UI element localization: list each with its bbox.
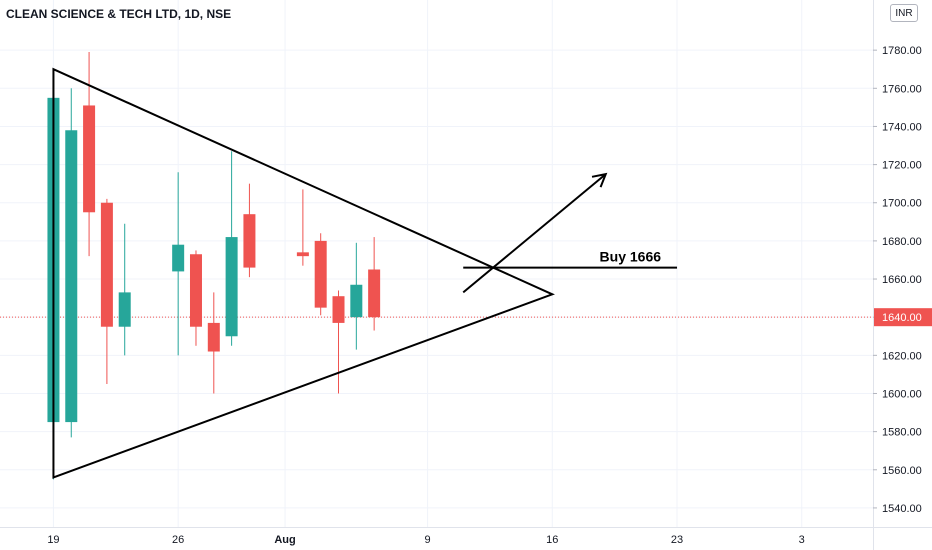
candle[interactable]	[296, 189, 309, 266]
breakout-arrow-head	[591, 172, 608, 188]
triangle-pattern-drawing[interactable]	[52, 67, 555, 479]
price-tick-label: 1560.00	[882, 465, 922, 477]
candle-body	[296, 252, 309, 257]
time-tick-label: Aug	[274, 534, 295, 546]
price-tick-label: 1580.00	[882, 427, 922, 439]
time-tick-label: 23	[671, 534, 683, 546]
candle-body	[65, 130, 78, 423]
last-price-label: 1640.00	[882, 312, 922, 324]
price-tick-label: 1680.00	[882, 236, 922, 248]
candle[interactable]	[189, 250, 202, 346]
candle[interactable]	[207, 292, 220, 394]
candle-body	[243, 214, 256, 268]
candle[interactable]	[118, 223, 131, 356]
candle-body	[100, 202, 113, 327]
time-tick-label: 19	[47, 534, 59, 546]
price-tick-label: 1620.00	[882, 350, 922, 362]
currency-button[interactable]: INR	[890, 4, 918, 22]
candle-body	[118, 292, 131, 327]
candle[interactable]	[65, 88, 78, 438]
candle-body	[189, 254, 202, 327]
price-tick-label: 1760.00	[882, 83, 922, 95]
candle-body	[314, 240, 327, 308]
price-tick-label: 1540.00	[882, 503, 922, 515]
price-tick-label: 1600.00	[882, 388, 922, 400]
breakout-arrow-line[interactable]	[462, 173, 607, 294]
plot-area[interactable]: Buy 1666	[0, 0, 873, 527]
candle[interactable]	[100, 198, 113, 384]
time-tick-label: 9	[425, 534, 431, 546]
candle-body	[172, 244, 185, 272]
buy-level-label: Buy 1666	[600, 249, 662, 265]
candle[interactable]	[172, 172, 185, 356]
candle[interactable]	[350, 242, 363, 350]
candle[interactable]	[332, 290, 345, 394]
time-tick-label: 26	[172, 534, 184, 546]
last-price-badge	[874, 308, 932, 327]
candle[interactable]	[314, 233, 327, 316]
candle-body	[368, 269, 381, 318]
candle-body	[350, 284, 363, 318]
time-axis[interactable]: 19 26 Aug 9 16 23 3	[0, 527, 932, 547]
candle-body	[225, 237, 238, 337]
candle-body	[207, 322, 220, 352]
candle[interactable]	[225, 151, 238, 346]
price-tick-label: 1740.00	[882, 121, 922, 133]
candle[interactable]	[368, 237, 381, 331]
chart-title: CLEAN SCIENCE & TECH LTD, 1D, NSE	[6, 7, 231, 21]
time-tick-label: 16	[546, 534, 558, 546]
price-tick-label: 1700.00	[882, 198, 922, 210]
price-axis[interactable]: 1540.00 1560.00 1580.00 1600.00 1620.00 1640.…	[873, 0, 932, 550]
candle[interactable]	[243, 183, 256, 278]
price-tick-label: 1660.00	[882, 274, 922, 286]
time-tick-label: 3	[799, 534, 805, 546]
candle-body	[83, 105, 96, 213]
price-tick-label: 1780.00	[882, 45, 922, 57]
price-tick-label: 1720.00	[882, 160, 922, 172]
candle-body	[332, 296, 345, 323]
